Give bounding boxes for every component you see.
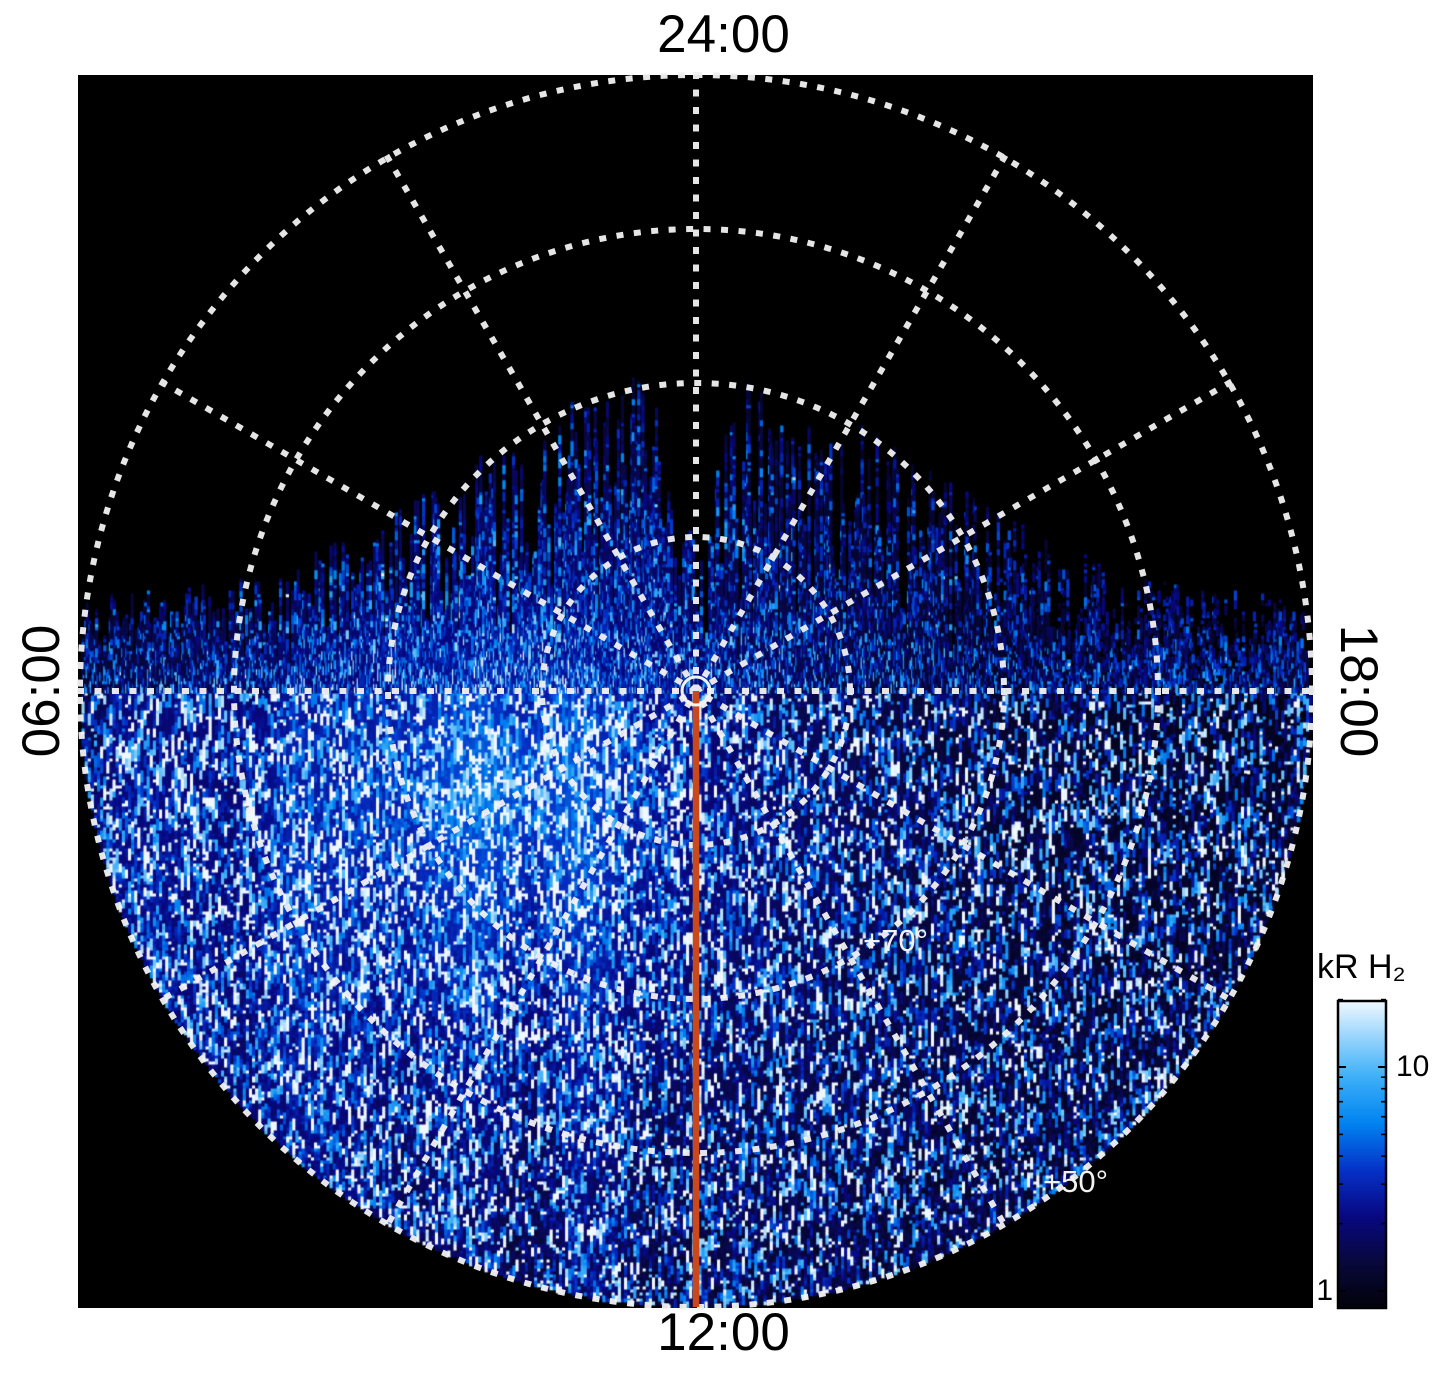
svg-text:+50°: +50°: [1043, 1164, 1108, 1199]
svg-text:kR H₂: kR H₂: [1317, 948, 1406, 986]
svg-text:10: 10: [1396, 1050, 1429, 1083]
svg-text:+70°: +70°: [863, 923, 928, 958]
